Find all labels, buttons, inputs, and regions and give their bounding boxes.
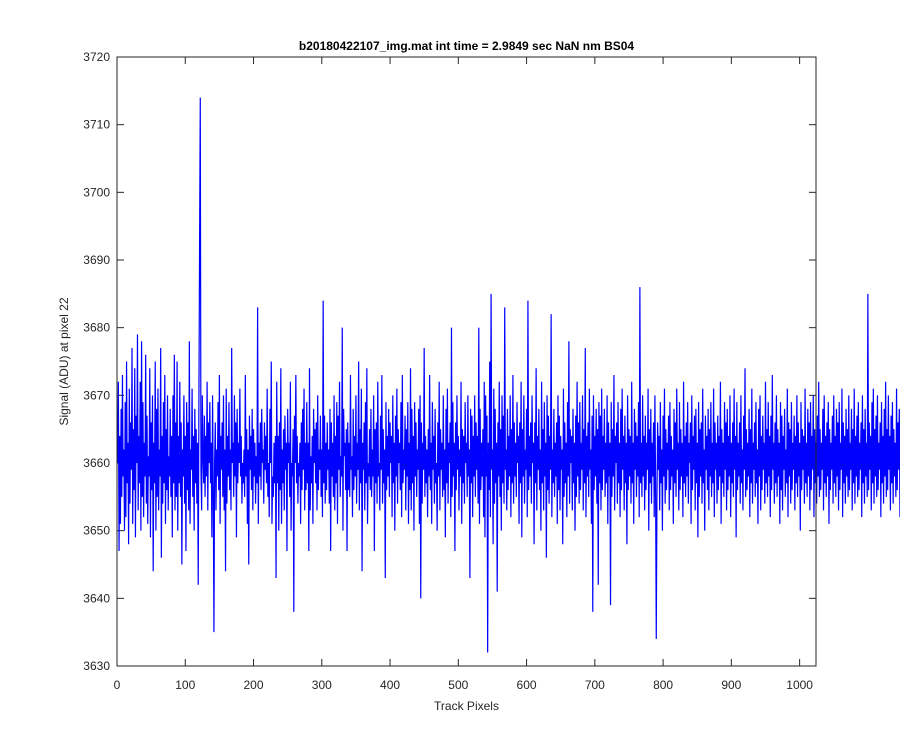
x-tick-label: 100 xyxy=(175,678,195,692)
x-tick-label: 500 xyxy=(448,678,468,692)
x-tick-label: 700 xyxy=(585,678,605,692)
y-tick-label: 3650 xyxy=(83,524,110,538)
x-tick-label: 0 xyxy=(114,678,121,692)
signal-series-line xyxy=(117,97,900,653)
y-axis-label: Signal (ADU) at pixel 22 xyxy=(57,297,71,425)
y-tick-label: 3630 xyxy=(83,659,110,673)
x-tick-label: 600 xyxy=(517,678,537,692)
y-tick-label: 3640 xyxy=(83,591,110,605)
x-tick-label: 200 xyxy=(244,678,264,692)
x-tick-label: 300 xyxy=(312,678,332,692)
y-tick-label: 3710 xyxy=(83,118,110,132)
y-tick-label: 3680 xyxy=(83,321,110,335)
y-tick-label: 3690 xyxy=(83,253,110,267)
x-axis-label: Track Pixels xyxy=(434,699,499,713)
x-tick-label: 1000 xyxy=(786,678,813,692)
plot-area-background xyxy=(117,57,816,666)
y-tick-label: 3660 xyxy=(83,456,110,470)
x-tick-label: 900 xyxy=(721,678,741,692)
y-tick-labels: 3630 3640 3650 3660 3670 3680 3690 3700 3710 3720 xyxy=(83,50,110,673)
x-tick-label: 800 xyxy=(653,678,673,692)
y-tick-label: 3700 xyxy=(83,185,110,199)
y-tick-label: 3720 xyxy=(83,50,110,64)
plot-area-frame xyxy=(116,56,817,667)
chart-title: b20180422107_img.mat int time = 2.9849 s… xyxy=(299,39,635,53)
x-tick-label: 400 xyxy=(380,678,400,692)
x-tick-labels: 0 100 200 300 400 500 600 700 800 900 1000 xyxy=(114,678,814,692)
y-tick-label: 3670 xyxy=(83,388,110,402)
